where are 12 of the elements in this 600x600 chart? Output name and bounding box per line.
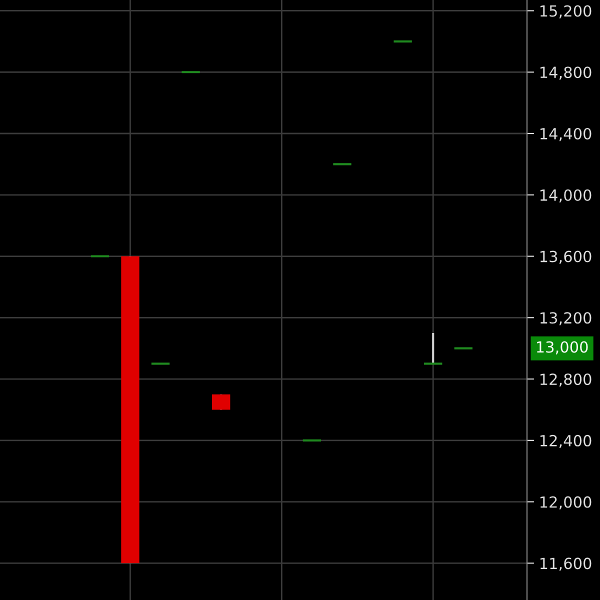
y-tick-label: 12,400 <box>540 434 592 448</box>
y-tick-label: 14,800 <box>540 66 592 80</box>
y-tick-label: 14,000 <box>540 189 592 202</box>
y-tick-label: 15,200 <box>540 5 592 18</box>
y-tick-label: 12,800 <box>540 373 592 387</box>
candlestick <box>422 332 444 365</box>
text: 13,000 <box>537 341 588 354</box>
y-tick-label: 14,400 <box>540 128 592 142</box>
y-tick-label: 13,600 <box>540 250 592 264</box>
y-tick-label: 11,600 <box>540 558 592 571</box>
y-tick-label: 12,000 <box>540 496 592 510</box>
y-tick-label: 13,200 <box>540 312 592 326</box>
